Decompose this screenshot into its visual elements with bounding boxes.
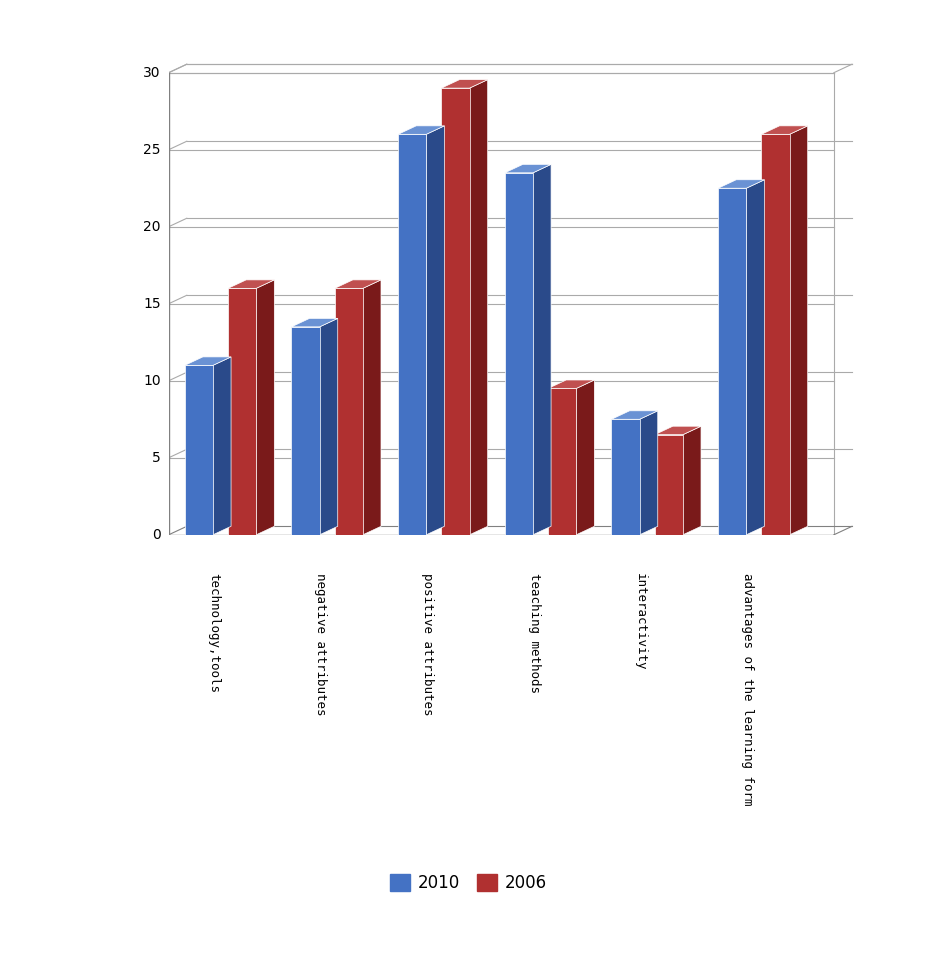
- Polygon shape: [441, 88, 469, 535]
- Legend: 2010, 2006: 2010, 2006: [383, 867, 553, 899]
- Text: teaching methods: teaching methods: [527, 573, 540, 693]
- Polygon shape: [256, 280, 274, 535]
- Polygon shape: [334, 280, 381, 288]
- Text: 25: 25: [143, 142, 160, 157]
- Text: 10: 10: [143, 373, 160, 388]
- Polygon shape: [761, 126, 807, 135]
- Text: 30: 30: [143, 66, 160, 79]
- Text: 20: 20: [143, 220, 160, 234]
- Polygon shape: [441, 79, 487, 88]
- Polygon shape: [717, 188, 745, 535]
- Text: 5: 5: [152, 451, 160, 465]
- Text: interactivity: interactivity: [634, 573, 647, 670]
- Polygon shape: [611, 419, 639, 535]
- Polygon shape: [745, 180, 764, 535]
- Text: 0: 0: [152, 528, 160, 541]
- Polygon shape: [639, 411, 657, 535]
- Text: negative attributes: negative attributes: [314, 573, 327, 716]
- Polygon shape: [576, 380, 593, 535]
- Polygon shape: [398, 126, 444, 135]
- Polygon shape: [505, 164, 550, 173]
- Polygon shape: [717, 180, 764, 188]
- Polygon shape: [469, 79, 487, 535]
- Polygon shape: [533, 164, 550, 535]
- Text: advantages of the learning form: advantages of the learning form: [740, 573, 753, 806]
- Text: positive attributes: positive attributes: [420, 573, 433, 716]
- Polygon shape: [291, 318, 337, 327]
- Polygon shape: [654, 426, 700, 435]
- Text: technology,tools: technology,tools: [207, 573, 220, 693]
- Polygon shape: [682, 426, 700, 535]
- Polygon shape: [227, 288, 256, 535]
- Polygon shape: [334, 288, 362, 535]
- Polygon shape: [426, 126, 444, 535]
- Polygon shape: [291, 327, 319, 535]
- Text: 15: 15: [143, 297, 160, 310]
- Polygon shape: [227, 280, 274, 288]
- Polygon shape: [184, 366, 212, 535]
- Polygon shape: [184, 357, 231, 366]
- Polygon shape: [548, 380, 593, 389]
- Polygon shape: [611, 411, 657, 419]
- Polygon shape: [212, 357, 231, 535]
- Polygon shape: [654, 435, 682, 535]
- Polygon shape: [548, 389, 576, 535]
- Polygon shape: [362, 280, 381, 535]
- Polygon shape: [789, 126, 807, 535]
- Polygon shape: [761, 135, 789, 535]
- Polygon shape: [505, 173, 533, 535]
- Polygon shape: [398, 135, 426, 535]
- Polygon shape: [319, 318, 337, 535]
